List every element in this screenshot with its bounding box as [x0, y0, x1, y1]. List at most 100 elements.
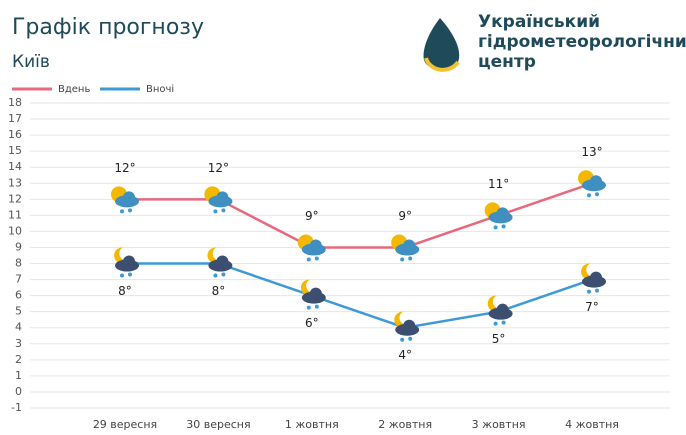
- drop: [493, 321, 498, 326]
- y-tick-label: 18: [8, 96, 22, 109]
- drop: [400, 257, 405, 262]
- y-tick-label: 0: [15, 385, 22, 398]
- chart-title: Графік прогнозу: [12, 15, 204, 40]
- logo-text: гідрометеорологічний: [478, 32, 686, 52]
- value-label: 4°: [398, 348, 412, 362]
- drop: [501, 224, 506, 229]
- y-tick-label: 7: [15, 273, 22, 286]
- value-label: 8°: [212, 284, 226, 298]
- x-tick-label: 4 жовтня: [565, 418, 619, 431]
- cloud: [123, 255, 135, 268]
- y-tick-label: 17: [8, 112, 22, 125]
- cloud: [496, 303, 509, 316]
- drop: [213, 273, 218, 278]
- cloud: [216, 191, 229, 204]
- value-label: 9°: [398, 209, 412, 223]
- cloud: [309, 239, 322, 252]
- logo-text: центр: [478, 52, 536, 72]
- logo-icon: [423, 18, 460, 72]
- y-tick-label: 12: [8, 192, 22, 205]
- y-tick-label: 9: [15, 240, 22, 253]
- drop: [120, 209, 124, 214]
- drop: [128, 272, 132, 277]
- weather-icon: [111, 186, 139, 214]
- weather-icon: [300, 279, 326, 310]
- drop: [221, 272, 226, 277]
- drop: [587, 193, 591, 198]
- weather-icon: [114, 247, 139, 278]
- y-tick-label: 8: [15, 257, 22, 270]
- moon: [207, 247, 223, 264]
- value-label: 13°: [581, 145, 602, 159]
- legend-label: Вдень: [58, 84, 90, 95]
- value-label: 12°: [114, 161, 135, 175]
- moon: [300, 279, 316, 296]
- weather-icon: [394, 311, 420, 342]
- moon: [487, 295, 503, 312]
- drop: [221, 208, 226, 213]
- drop: [314, 256, 319, 261]
- series-line: [125, 182, 593, 249]
- x-tick-label: 2 жовтня: [378, 418, 432, 431]
- weather-icon: [484, 202, 513, 230]
- legend-label: Вночі: [146, 83, 174, 95]
- weather-icon: [207, 247, 233, 278]
- drop: [408, 336, 413, 341]
- y-tick-label: 16: [8, 128, 22, 141]
- value-label: 8°: [118, 284, 132, 298]
- weather-icon: [391, 234, 420, 262]
- y-tick-label: 1: [15, 369, 22, 382]
- x-tick-label: 29 вересня: [93, 418, 157, 431]
- drop: [306, 305, 311, 310]
- moon: [114, 247, 129, 264]
- y-tick-label: -1: [11, 401, 22, 414]
- cloud: [590, 175, 602, 188]
- drop: [408, 256, 413, 261]
- drop: [306, 257, 311, 262]
- weather-icon: [204, 186, 233, 214]
- value-label: 9°: [305, 209, 319, 223]
- y-tick-label: 15: [8, 144, 22, 157]
- value-label: 6°: [305, 316, 319, 330]
- drop: [120, 273, 124, 278]
- drop: [595, 192, 599, 197]
- value-label: 5°: [492, 332, 506, 346]
- cloud: [496, 207, 509, 220]
- drop: [400, 337, 405, 342]
- cloud: [403, 239, 416, 252]
- drop: [213, 209, 218, 214]
- drop: [595, 288, 599, 293]
- cloud: [590, 271, 602, 284]
- x-tick-label: 1 жовтня: [285, 418, 339, 431]
- y-tick-label: 10: [8, 224, 22, 237]
- chart-subtitle: Київ: [12, 52, 50, 72]
- cloud: [216, 255, 229, 268]
- cloud: [123, 191, 135, 204]
- y-tick-label: 5: [15, 305, 22, 318]
- cloud: [403, 319, 416, 332]
- y-tick-label: 11: [8, 208, 22, 221]
- drop: [501, 320, 506, 325]
- drop: [128, 208, 132, 213]
- weather-icon: [297, 234, 326, 262]
- value-label: 11°: [488, 177, 509, 191]
- y-tick-label: 2: [15, 353, 22, 366]
- cloud: [309, 287, 322, 300]
- y-tick-label: 4: [15, 321, 22, 334]
- y-tick-label: 14: [8, 160, 22, 173]
- drop: [587, 289, 591, 294]
- series-line: [125, 262, 593, 330]
- moon: [394, 311, 410, 328]
- y-tick-label: 3: [15, 337, 22, 350]
- weather-icon: [581, 263, 606, 294]
- x-tick-label: 30 вересня: [186, 418, 250, 431]
- drop: [493, 225, 498, 230]
- weather-icon: [487, 295, 513, 326]
- drop: [314, 304, 319, 309]
- moon: [581, 263, 596, 280]
- value-label: 7°: [585, 300, 599, 314]
- weather-icon: [578, 170, 606, 198]
- logo-text: Український: [478, 12, 600, 32]
- value-label: 12°: [208, 161, 229, 175]
